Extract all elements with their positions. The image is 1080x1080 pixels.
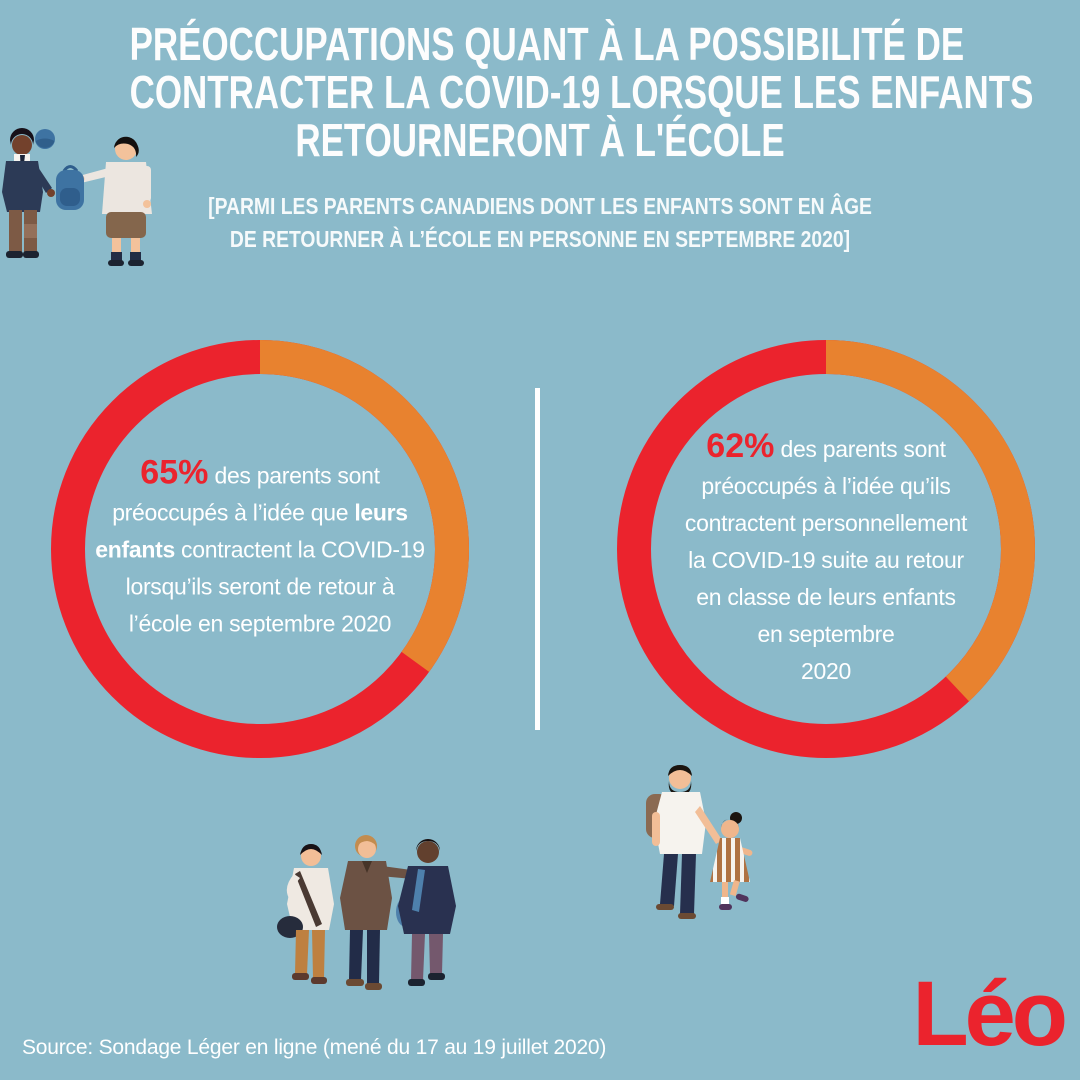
donut-chart-children: 65% des parents sont préoccupés à l’idée … <box>51 340 469 758</box>
students-illustration <box>277 835 456 990</box>
teen-left <box>277 844 334 984</box>
donut-chart-parents: 62% des parents sont préoccupés à l’idée … <box>617 340 1035 758</box>
schoolboy-left <box>2 128 55 258</box>
leo-logo: Léo <box>912 963 1068 1065</box>
vertical-divider <box>535 388 540 730</box>
teen-right <box>396 839 456 986</box>
page-title: PRÉOCCUPATIONS QUANT À LA POSSIBILITÉ DE… <box>129 18 1034 166</box>
schoolboy-right <box>56 136 152 266</box>
family-illustration <box>646 765 753 919</box>
father <box>646 765 722 919</box>
donut-ring-children <box>51 340 469 758</box>
donut-children-caption: 65% des parents sont préoccupés à l’idée … <box>95 453 425 637</box>
donut-ring-parents <box>617 340 1035 758</box>
donut-parents-caption: 62% des parents sont préoccupés à l’idée … <box>684 426 968 684</box>
teen-middle <box>340 835 433 990</box>
page-subtitle: [PARMI LES PARENTS CANADIENS DONT LES EN… <box>208 193 872 252</box>
source-text: Source: Sondage Léger en ligne (mené du … <box>22 1036 607 1059</box>
daughter <box>710 812 753 910</box>
schoolchildren-illustration <box>2 128 152 266</box>
